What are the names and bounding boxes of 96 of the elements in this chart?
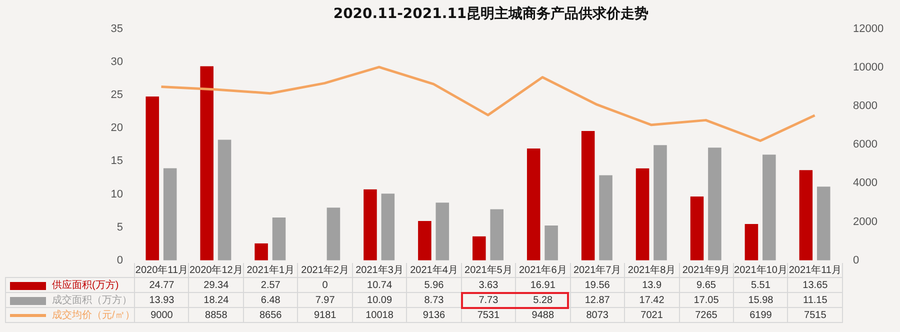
data-label: 29.34 [188, 278, 244, 293]
bar [599, 175, 612, 260]
y2-tick-label: 0 [853, 254, 860, 266]
bar [816, 186, 830, 260]
bar [690, 196, 704, 260]
y2-tick-label: 4000 [853, 177, 878, 190]
data-label: 5.96 [406, 278, 462, 293]
bar [326, 208, 340, 260]
y-tick-label: 0 [116, 254, 123, 266]
y2-tick-label: 12000 [853, 22, 884, 35]
bar [708, 148, 722, 260]
x-tick-label: 2020年12月 [188, 263, 244, 278]
y2-tick-label: 8000 [853, 100, 878, 112]
bar [418, 220, 432, 260]
bar [254, 243, 268, 260]
x-tick-label: 2021年11月 [788, 263, 842, 278]
data-label: 18.24 [188, 292, 244, 308]
data-label: 24.77 [134, 278, 189, 293]
bar [272, 218, 286, 260]
y-tick-label: 15 [110, 155, 123, 168]
data-label: 15.98 [733, 292, 788, 308]
data-label: 7265 [679, 308, 734, 323]
data-label: 9181 [298, 308, 352, 323]
data-label: 6199 [733, 308, 788, 323]
data-label: 7515 [788, 308, 842, 323]
data-label: 2.57 [243, 278, 298, 293]
data-label: 11.15 [788, 292, 842, 308]
chart-title: 2020.11-2021.11昆明主城商务产品供求价走势 [333, 5, 649, 22]
y-tick-label: 30 [110, 56, 123, 68]
y-tick-label: 25 [110, 89, 123, 102]
data-label: 17.05 [679, 292, 734, 308]
bar [544, 225, 558, 260]
data-label: 13.9 [624, 278, 680, 293]
legend-label: 成交面积（万方） [52, 295, 132, 306]
data-label: 16.91 [516, 278, 570, 293]
data-label: 7021 [624, 308, 680, 323]
data-label: 0 [298, 278, 352, 293]
bar [200, 66, 214, 260]
bar [654, 145, 667, 260]
x-tick-label: 2021年9月 [679, 263, 734, 278]
data-label: 7.73 [461, 292, 516, 308]
bar [146, 96, 160, 260]
x-tick-label: 2021年8月 [624, 263, 680, 278]
data-label: 3.63 [461, 278, 516, 293]
y-tick-label: 10 [110, 188, 123, 200]
data-label: 7.97 [298, 292, 352, 308]
y2-tick-label: 6000 [853, 138, 878, 151]
bar [218, 140, 232, 260]
bar [490, 209, 504, 260]
x-tick-label: 2021年3月 [352, 263, 407, 278]
legend-label: 成交均价（元/㎡） [52, 310, 135, 322]
data-label: 9.65 [679, 278, 734, 293]
bar [581, 130, 595, 260]
data-label: 12.87 [570, 292, 625, 308]
data-label: 13.65 [788, 278, 842, 293]
y-tick-label: 35 [110, 22, 123, 35]
data-label: 5.51 [733, 278, 788, 293]
data-label: 8073 [570, 308, 625, 323]
x-tick-label: 2021年10月 [733, 263, 788, 278]
data-label: 10.09 [352, 292, 407, 308]
data-label: 8858 [188, 308, 244, 323]
x-tick-label: 2021年4月 [406, 263, 462, 278]
legend-label: 供应面积(万方) [52, 280, 119, 292]
x-tick-label: 2021年2月 [298, 263, 352, 278]
bar [526, 148, 540, 260]
data-label: 9488 [516, 308, 570, 323]
data-label: 7531 [461, 308, 516, 323]
data-label: 13.93 [134, 292, 189, 308]
data-label: 9136 [406, 308, 462, 323]
data-label: 6.48 [243, 292, 298, 308]
bar [636, 168, 650, 260]
bar [381, 194, 395, 260]
y2-tick-label: 10000 [853, 61, 884, 74]
data-label: 10.74 [352, 278, 407, 293]
bar [163, 168, 177, 260]
bar [762, 154, 776, 260]
data-label: 5.28 [516, 292, 570, 308]
x-tick-label: 2021年1月 [243, 263, 298, 278]
y-tick-label: 20 [110, 122, 123, 134]
bar [472, 236, 486, 260]
y-tick-label: 5 [116, 221, 123, 234]
bar [744, 224, 758, 260]
x-tick-label: 2020年11月 [134, 263, 189, 278]
data-label: 17.42 [624, 292, 680, 308]
bar [799, 170, 813, 260]
data-label: 19.56 [570, 278, 625, 293]
x-tick-label: 2021年7月 [570, 263, 625, 278]
x-tick-label: 2021年6月 [516, 263, 570, 278]
data-label: 8.73 [406, 292, 462, 308]
y2-tick-label: 2000 [853, 216, 878, 228]
data-label: 9000 [134, 308, 189, 323]
bar [364, 189, 377, 260]
data-label: 8656 [243, 308, 298, 323]
bar [436, 202, 450, 260]
x-tick-label: 2021年5月 [461, 263, 516, 278]
data-label: 10018 [352, 308, 407, 323]
